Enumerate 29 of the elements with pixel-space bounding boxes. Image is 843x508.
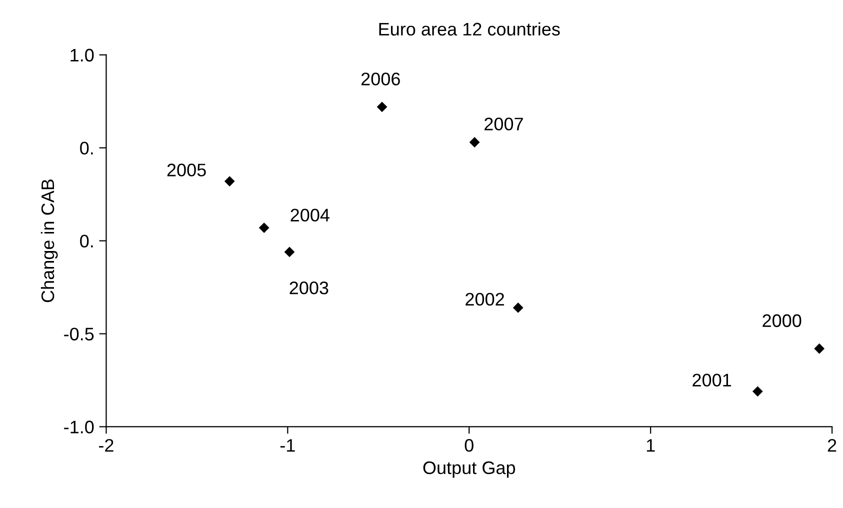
y-tick-label: 0. xyxy=(80,234,93,248)
y-tick-label: -1.0 xyxy=(64,420,94,434)
x-axis-title: Output Gap xyxy=(423,461,516,478)
annotation: 2002 xyxy=(466,292,504,306)
y-tick-label: -0.5 xyxy=(64,328,94,340)
annotation: 2007 xyxy=(484,118,523,130)
annotation: 2003 xyxy=(290,282,328,294)
x-tick-label: -1 xyxy=(280,439,295,452)
annotation: 2000 xyxy=(762,314,802,328)
annotation: 2005 xyxy=(167,164,206,176)
point xyxy=(512,302,524,313)
point xyxy=(284,246,295,258)
point xyxy=(224,176,235,186)
point xyxy=(258,222,270,233)
point xyxy=(469,137,480,148)
y-axis-title: Change in CAB xyxy=(40,180,58,302)
y-tick-label: 0. xyxy=(80,142,93,155)
point xyxy=(752,386,763,397)
x-tick-label: -2 xyxy=(98,439,114,452)
annotation: 2006 xyxy=(361,72,400,86)
annotation: 2001 xyxy=(692,374,732,387)
x-tick-label: 2 xyxy=(828,439,836,452)
annotation: 2004 xyxy=(290,208,330,222)
x-tick-label: 0 xyxy=(464,439,474,452)
point xyxy=(814,343,825,354)
y-tick-label: 1.0 xyxy=(70,48,94,62)
chart-title: Euro area 12 countries xyxy=(379,22,560,36)
x-tick-label: 1 xyxy=(646,439,655,452)
point xyxy=(376,102,388,112)
